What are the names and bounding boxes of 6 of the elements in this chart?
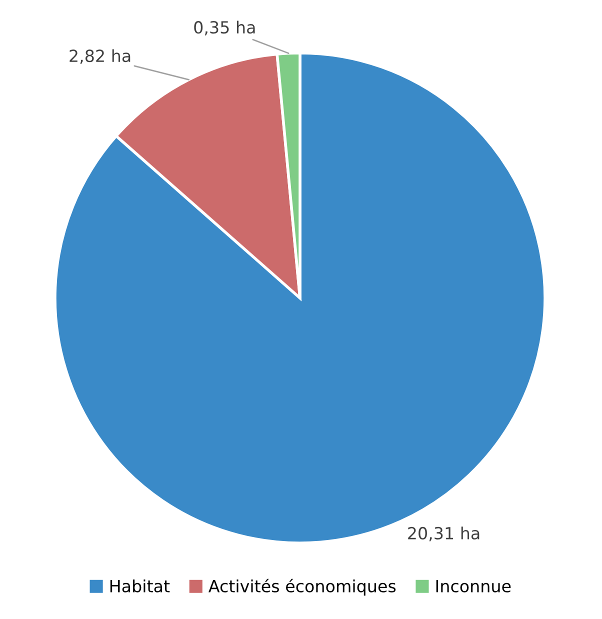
data-label: 20,31 ha: [408, 526, 480, 542]
legend-label: Activités économiques: [208, 578, 396, 596]
data-label: 0,35 ha: [194, 20, 255, 36]
data-label: 2,82 ha: [70, 49, 130, 64]
legend-label: Habitat: [110, 580, 170, 592]
legend-label: Inconnue: [436, 580, 511, 592]
